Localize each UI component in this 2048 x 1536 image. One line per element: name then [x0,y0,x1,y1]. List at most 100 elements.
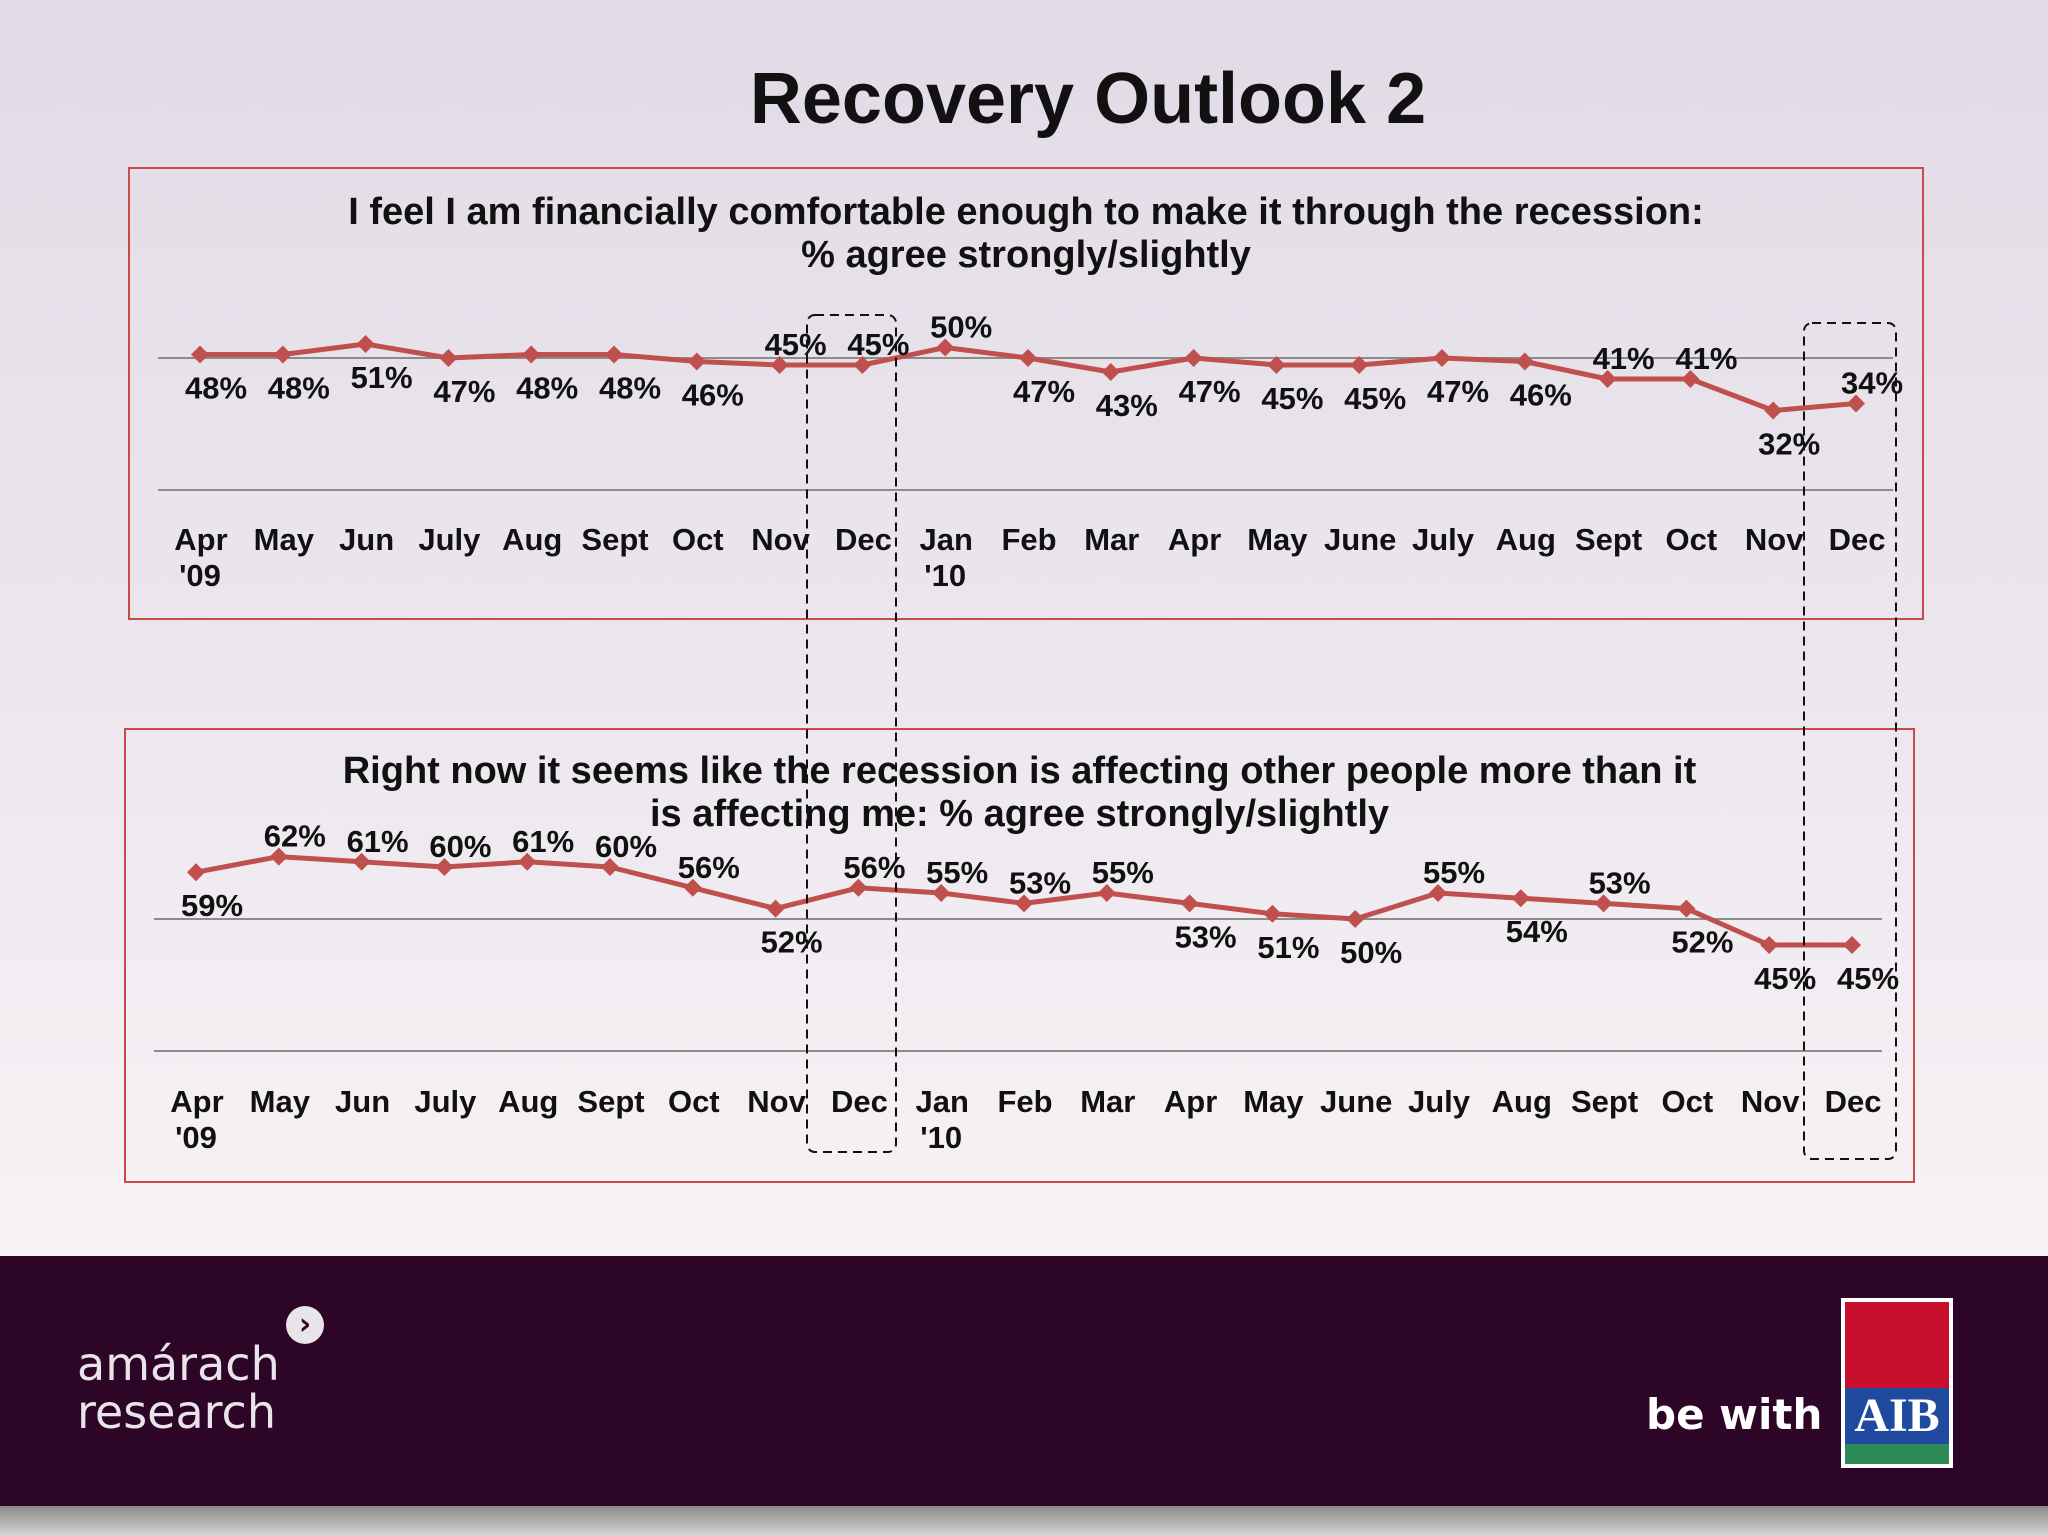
data-point [601,858,619,876]
highlight-box-dec-10 [1803,322,1897,1160]
data-point [1677,899,1696,918]
tick-label: Oct [1666,522,1718,557]
data-point [1429,884,1447,902]
data-label: 41% [1675,341,1737,376]
data-point [1594,894,1613,913]
data-label: 60% [595,829,657,864]
chart-title: I feel I am financially comfortable enou… [348,191,1704,233]
tick-label: Sept [1571,1084,1638,1119]
data-point [1681,370,1700,388]
data-label: 60% [429,829,491,864]
tick-label: Oct [1662,1084,1714,1119]
highlight-box-dec-09 [806,314,897,1153]
data-label: 47% [433,374,495,409]
data-label: 46% [682,378,744,413]
tick-label: Aug [1496,522,1556,557]
tick-label: Nov [1745,522,1804,557]
data-label: 55% [1423,855,1485,890]
tick-label: Mar [1080,1084,1135,1119]
data-point [1019,349,1037,367]
tick-label: June [1320,1084,1392,1119]
data-point [273,345,292,364]
data-point [1760,936,1779,954]
data-label: 45% [1344,381,1406,416]
data-label: 55% [926,855,988,890]
tick-label: Mar [1084,522,1139,557]
data-label: 48% [599,371,661,406]
data-point [1184,349,1203,367]
aib-logo-text: AIB [1845,1388,1949,1444]
data-point [1515,352,1534,371]
data-label: 34% [1841,366,1903,401]
data-label: 55% [1092,855,1154,890]
data-point [191,345,209,364]
data-label: 50% [1340,935,1402,970]
tick-label: Nov [751,522,810,557]
data-point [1346,910,1365,928]
data-label: 54% [1506,914,1568,949]
tick-label: Apr [1164,1084,1217,1119]
data-point [1101,363,1120,381]
data-point [1843,936,1861,954]
tick-label: Oct [668,1084,720,1119]
tick-label: Dec [831,1084,888,1119]
tick-label: Aug [502,522,562,557]
tick-label: Aug [498,1084,558,1119]
data-point [439,349,458,367]
data-point [356,335,375,353]
data-point [605,345,623,364]
data-point [435,858,454,876]
tick-label: Nov [1741,1084,1800,1119]
tick-label: Apr [174,522,227,557]
data-point [1350,356,1369,374]
data-label: 43% [1096,388,1158,423]
data-point [849,878,868,897]
data-label: 32% [1758,427,1820,462]
data-point [187,863,205,882]
chart-panel-affecting: Right now it seems like the recession is… [124,728,1915,1183]
data-point [766,899,785,918]
chart-subtitle: % agree strongly/slightly [801,234,1251,276]
data-label: 59% [181,888,243,923]
tick-label: Apr [170,1084,223,1119]
data-point [352,852,371,871]
brand-line-1: amárach [77,1337,280,1391]
tick-label: July [1412,522,1475,557]
chevron-right-icon: › [286,1306,324,1344]
data-label: 52% [761,925,823,960]
tick-label: Sept [1575,522,1642,557]
data-label: 45% [765,327,827,362]
data-label: 41% [1593,341,1655,376]
tick-label: Feb [997,1084,1052,1119]
data-label: 48% [268,371,330,406]
data-point [518,852,537,871]
data-label: 51% [351,360,413,395]
data-label: 62% [264,819,326,854]
data-point [1267,356,1286,374]
brand-logo: amárach research [77,1340,280,1436]
data-label: 45% [1261,381,1323,416]
data-label: 47% [1013,374,1075,409]
data-label: 61% [512,824,574,859]
tick-label: '09 [175,1120,217,1155]
tick-label: Jun [339,522,394,557]
aib-logo: AIB [1841,1298,1953,1468]
footer-bar [0,1256,2048,1506]
tick-label: '09 [179,558,221,593]
tick-label: Feb [1001,522,1056,557]
data-label: 47% [1427,374,1489,409]
data-point [1847,394,1865,413]
data-point [1433,349,1451,367]
data-point [1764,401,1783,420]
tick-label: Dec [835,522,892,557]
data-label: 45% [1837,961,1899,996]
tick-label: July [418,522,481,557]
data-point [932,884,951,902]
data-point [522,345,541,364]
tick-label: Nov [747,1084,806,1119]
data-label: 45% [1754,961,1816,996]
chart-title: Right now it seems like the recession is… [342,750,1697,792]
data-point [687,352,706,371]
tick-label: June [1324,522,1396,557]
data-point [1511,889,1530,908]
